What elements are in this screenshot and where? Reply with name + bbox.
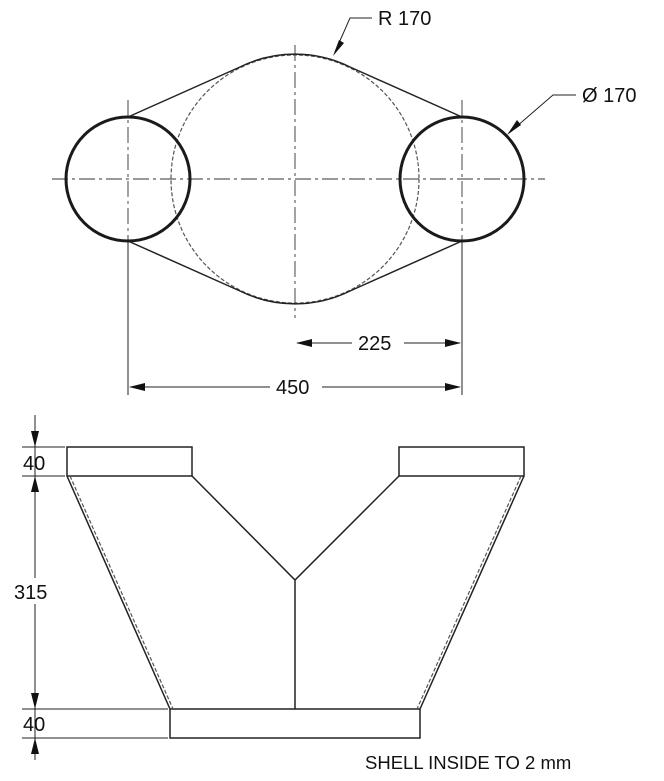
top-flange-height-label: 40 bbox=[23, 453, 45, 475]
radius-leader bbox=[333, 17, 372, 56]
body-profile-hidden bbox=[69, 475, 522, 710]
top-right-flange bbox=[398, 446, 525, 477]
dimension-225 bbox=[296, 241, 463, 395]
bottom-flange bbox=[169, 708, 421, 739]
radius-label: R 170 bbox=[378, 8, 431, 30]
vertical-dimensions bbox=[22, 415, 168, 760]
bottom-flange-height-label: 40 bbox=[23, 714, 45, 736]
body-height-label: 315 bbox=[14, 582, 47, 604]
top-view: R 170 Ø 170 225 450 bbox=[52, 8, 636, 399]
dimension-450 bbox=[127, 241, 461, 395]
front-view: 40 315 40 SHELL INSIDE TO 2 mm bbox=[14, 415, 571, 773]
diameter-leader bbox=[507, 94, 576, 135]
dimension-450-label: 450 bbox=[276, 377, 309, 399]
diameter-label: Ø 170 bbox=[582, 85, 636, 107]
shell-note: SHELL INSIDE TO 2 mm bbox=[365, 752, 571, 773]
dimension-225-label: 225 bbox=[358, 333, 391, 355]
body-profile bbox=[66, 475, 525, 710]
top-left-flange bbox=[66, 446, 193, 477]
label-mask-315 bbox=[20, 578, 52, 604]
outer-profile bbox=[127, 53, 463, 305]
hidden-large-circle bbox=[170, 54, 420, 304]
